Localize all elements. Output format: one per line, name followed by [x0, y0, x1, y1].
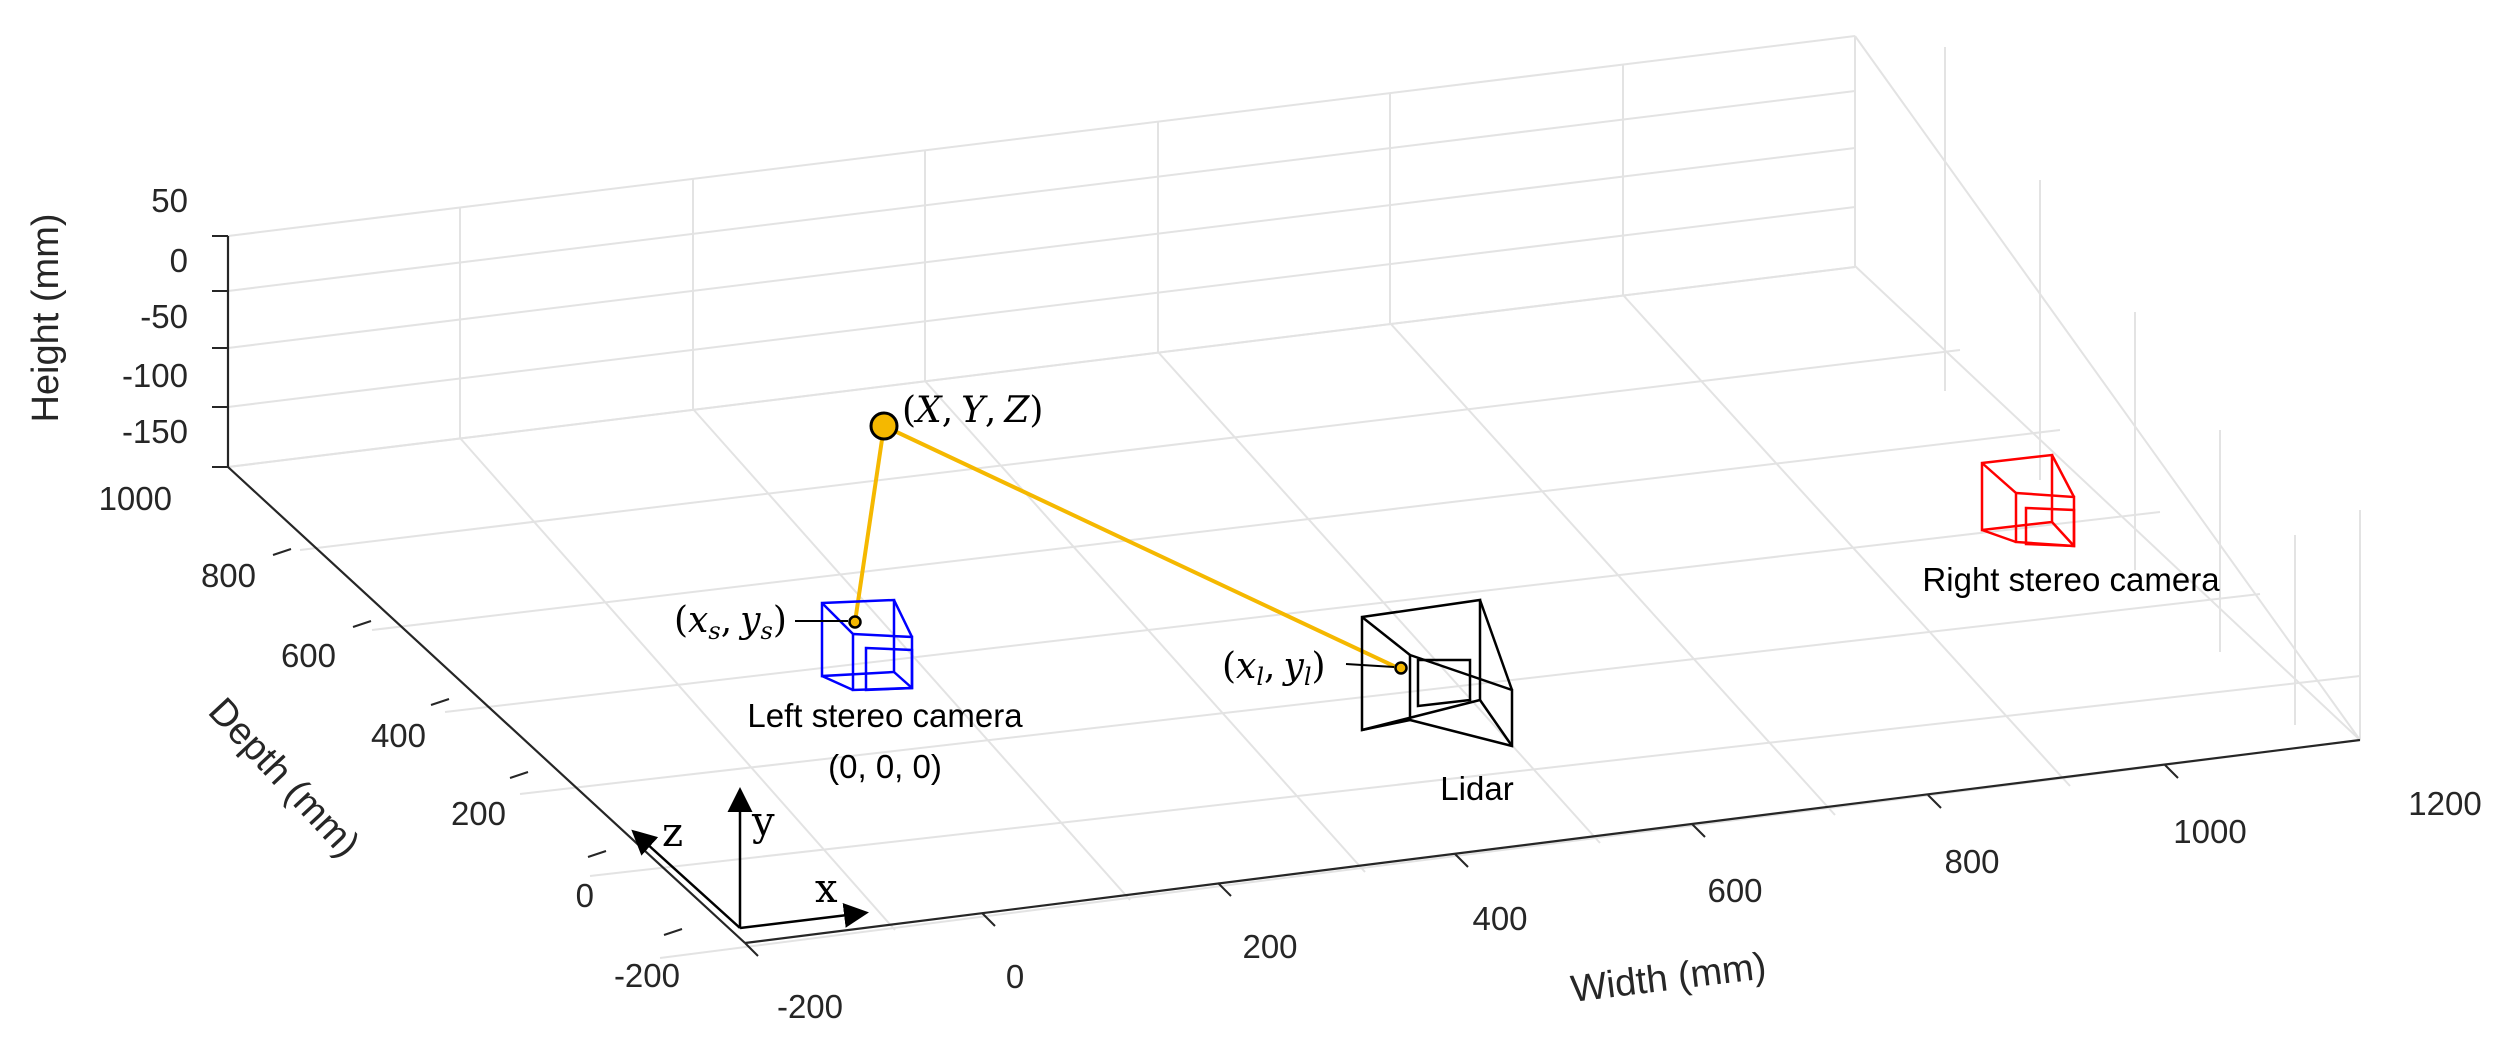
world-point-label: (X, Y, Z)	[902, 390, 1043, 431]
depth-axis-title: Depth (mm)	[200, 690, 368, 865]
width-tick: 800	[1944, 843, 1999, 880]
projection-rays	[853, 424, 1399, 670]
right-camera-frustum	[1980, 453, 2076, 548]
left-camera-label: Left stereo camera	[747, 697, 1023, 734]
depth-tick: 800	[201, 557, 256, 594]
width-tick: 1000	[2173, 813, 2246, 850]
left-camera-origin-label: (0, 0, 0)	[828, 748, 942, 785]
depth-tick: 1000	[99, 480, 172, 517]
width-tick: 200	[1242, 928, 1297, 965]
frame-x-axis	[739, 902, 869, 930]
height-tick: 50	[151, 182, 188, 219]
depth-tick: -200	[614, 957, 680, 994]
left-camera-frustum	[820, 598, 914, 692]
ray-to-left-camera	[853, 425, 886, 623]
height-tick: 0	[170, 242, 188, 279]
height-tick: -100	[122, 357, 188, 394]
frame-z-label: z	[662, 810, 683, 856]
height-tick: -150	[122, 413, 188, 450]
world-point-marker	[869, 411, 899, 441]
height-axis-title: Height (mm)	[25, 213, 67, 422]
width-axis-title: Width (mm)	[1569, 945, 1769, 1011]
tick-marks	[212, 235, 2179, 957]
lidar-frustum	[1360, 598, 1514, 748]
width-tick: 400	[1472, 900, 1527, 937]
axes-grid	[227, 35, 2361, 959]
depth-tick: 0	[576, 877, 594, 914]
left-projection-marker	[848, 615, 862, 629]
width-tick: 600	[1707, 872, 1762, 909]
frame-x-label: x	[815, 866, 838, 912]
lidar-label: Lidar	[1440, 770, 1513, 807]
height-tick-labels: 50 0 -50 -100 -150	[122, 182, 188, 450]
axis-box	[226, 236, 2361, 945]
width-tick-labels: -200 0 200 400 600 800 1000 1200	[777, 785, 2482, 1025]
lidar-projection-leader	[1345, 663, 1395, 668]
lidar-projection-marker	[1394, 661, 1408, 675]
height-tick: -50	[140, 298, 188, 335]
depth-tick: 200	[451, 795, 506, 832]
depth-tick-labels: 1000 800 600 400 200 0 -200	[99, 480, 680, 994]
depth-tick: 400	[371, 717, 426, 754]
ray-to-lidar	[883, 424, 1399, 670]
depth-tick: 600	[281, 637, 336, 674]
coordinate-frame	[631, 787, 869, 930]
width-tick: 0	[1006, 958, 1024, 995]
width-tick: 1200	[2408, 785, 2481, 822]
lidar-projection-label: (xl, yl)	[1222, 646, 1326, 691]
frame-y-label: y	[751, 799, 775, 845]
frame-z-axis	[631, 829, 741, 929]
right-camera-label: Right stereo camera	[1922, 561, 2220, 598]
left-projection-label: (xs, ys)	[674, 600, 787, 645]
width-tick: -200	[777, 988, 843, 1025]
